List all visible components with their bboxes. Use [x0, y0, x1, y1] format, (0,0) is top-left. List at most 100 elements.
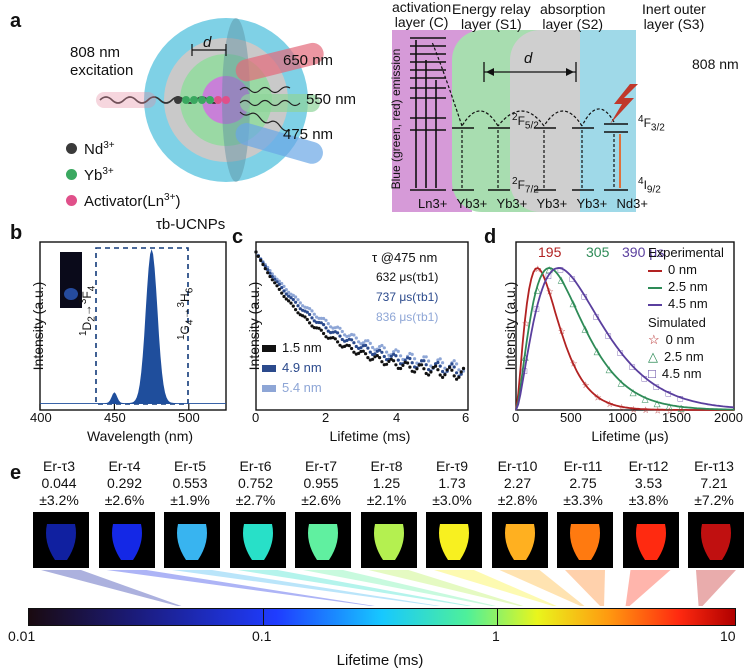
c-point [354, 352, 358, 356]
c-point [387, 353, 391, 357]
c-point [443, 366, 447, 370]
c-point [312, 312, 316, 316]
level-4f32: 4F3/2 [638, 114, 665, 134]
c-point [438, 357, 442, 361]
c-series-2: 4.9 nm [262, 360, 322, 375]
c-point [457, 368, 461, 372]
c-point [303, 315, 307, 319]
tile-err: ±7.2% [694, 492, 734, 508]
tile-label: Er-τ8 1.25 ±2.1% [359, 458, 415, 509]
d-sim-point-0: ☆ [570, 359, 578, 369]
c-point [429, 370, 433, 374]
c-point [340, 345, 344, 349]
c-point [406, 361, 410, 365]
c-point [366, 339, 370, 343]
c-point [455, 362, 459, 366]
c-point [441, 369, 445, 374]
d-sim-point-0: ☆ [654, 406, 662, 416]
c-series-3: 5.4 nm [262, 380, 322, 395]
c-point [394, 354, 398, 358]
c-point [291, 293, 295, 297]
tile-name: Er-τ11 [563, 458, 603, 474]
c-point [399, 366, 403, 371]
c-point [336, 340, 340, 344]
layer-s1-label: Energy relay layer (S1) [452, 1, 531, 32]
d-legend-exp-0: 0 nm [648, 261, 724, 278]
c-point [287, 299, 291, 303]
emission-650: 650 nm [283, 52, 334, 69]
c-point [298, 307, 302, 311]
panel-b-letter: b [10, 222, 23, 244]
c-point [389, 357, 393, 361]
d-sim-point-2: □ [594, 312, 600, 322]
c-legend-val-3: 836 μs(τb1) [376, 310, 439, 324]
c-point [389, 354, 393, 358]
c-point [326, 336, 330, 340]
emission-550: 550 nm [306, 91, 357, 108]
c-point [410, 369, 414, 373]
d-sim-point-0: ☆ [582, 380, 590, 390]
c-point [301, 304, 305, 308]
d-sim-point-1: △ [558, 275, 565, 285]
c-point [364, 352, 368, 356]
c-point [340, 329, 344, 334]
tile-name: Er-τ10 [497, 458, 538, 474]
tile-value: 0.955 [303, 475, 339, 491]
c-point [366, 346, 370, 350]
c-point [429, 369, 433, 373]
c-point [254, 250, 258, 254]
c-tick-6: 6 [462, 410, 470, 425]
c-point [413, 365, 417, 369]
b-spectrum-area [40, 249, 226, 404]
c-point [340, 337, 344, 342]
d-sim-point-2: □ [654, 382, 660, 392]
tile-label: Er-τ3 0.044 ±3.2% [31, 458, 87, 509]
d-sim-point-0: ☆ [642, 405, 650, 415]
c-point [284, 292, 288, 296]
c-point [354, 344, 358, 349]
tile-value: 0.044 [41, 475, 77, 491]
c-point [406, 356, 410, 360]
c-point [331, 326, 335, 330]
tile-value: 1.25 [372, 475, 401, 491]
c-point [434, 362, 438, 366]
c-point [291, 304, 295, 308]
c-point [305, 317, 309, 322]
c-point [389, 353, 393, 357]
c-point [438, 364, 442, 368]
d-tick-0: 0 [512, 410, 520, 425]
c-point [364, 343, 368, 347]
c-point [310, 324, 314, 328]
c-point [424, 371, 428, 376]
c-point [441, 375, 445, 379]
pump-label: 808 nm [692, 56, 739, 72]
ion-label-yb1: Yb3+ [456, 196, 488, 211]
c-point [338, 334, 342, 338]
tile-name: Er-τ6 [239, 458, 272, 474]
c-point [277, 287, 281, 291]
c-point [368, 341, 372, 345]
b-annot-1: 1D2→3F4 [78, 285, 98, 336]
c-point [359, 346, 363, 350]
d-sim-point-2: □ [570, 274, 576, 284]
d-sim-point-2: □ [666, 389, 672, 399]
c-point [459, 370, 463, 374]
c-point [350, 338, 354, 342]
c-point [324, 335, 328, 339]
c-point [394, 348, 398, 352]
tile-image [295, 512, 351, 568]
activator-dot-icon [66, 195, 77, 206]
c-point [375, 354, 379, 358]
c-point [336, 325, 340, 329]
c-point [443, 372, 447, 376]
c-point [266, 271, 270, 275]
c-point [450, 361, 454, 365]
tile-image [688, 512, 744, 568]
d-sim-point-1: △ [546, 264, 553, 274]
c-point [347, 334, 351, 338]
colorbar-label-0: 0.01 [8, 628, 36, 644]
c-point [263, 267, 267, 271]
tile-fan [368, 570, 524, 606]
c-point [375, 347, 379, 351]
